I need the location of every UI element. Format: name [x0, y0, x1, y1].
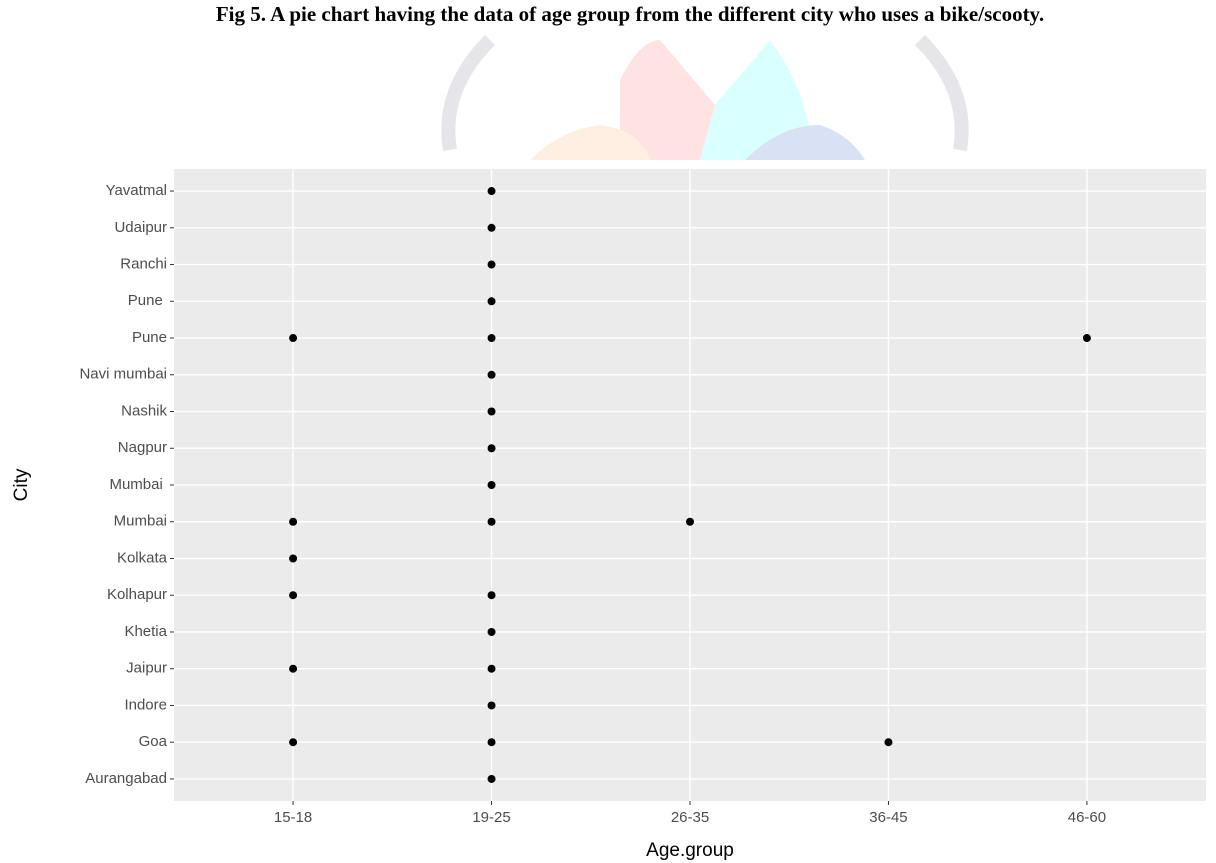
point [488, 481, 496, 489]
point [488, 701, 496, 709]
y-tick-label: Nagpur [118, 439, 167, 456]
point [488, 224, 496, 232]
y-tick-label: Khetia [124, 623, 167, 640]
watermark [448, 40, 961, 160]
y-tick-label: Pune [128, 292, 167, 309]
point [488, 261, 496, 269]
y-tick-label: Ranchi [120, 256, 167, 273]
chart: Fig 5. A pie chart having the data of ag… [0, 0, 1216, 863]
y-axis-title: City [11, 468, 32, 501]
y-tick-label: Navi mumbai [79, 366, 167, 383]
y-tick-label: Goa [139, 733, 168, 750]
point [289, 554, 297, 562]
point [488, 408, 496, 416]
x-tick-label: 36-45 [869, 809, 907, 826]
y-tick-label: Kolkata [117, 549, 168, 566]
x-tick-label: 26-35 [671, 809, 709, 826]
point [488, 187, 496, 195]
y-tick-label: Jaipur [126, 660, 167, 677]
point [488, 371, 496, 379]
point [488, 334, 496, 342]
x-tick-label: 15-18 [274, 809, 312, 826]
y-tick-label: Mumbai [109, 476, 167, 493]
point [488, 738, 496, 746]
point [488, 297, 496, 305]
point [884, 738, 892, 746]
point [488, 444, 496, 452]
point [289, 518, 297, 526]
point [488, 628, 496, 636]
point [1083, 334, 1091, 342]
page: {"chart_data": {"type": "scatter", "titl… [0, 0, 1216, 863]
x-tick-label: 46-60 [1068, 809, 1106, 826]
point [289, 665, 297, 673]
y-tick-label: Indore [124, 696, 167, 713]
y-tick-label: Kolhapur [107, 586, 167, 603]
y-tick-label: Nashik [121, 402, 167, 419]
y-tick-label: Mumbai [114, 513, 167, 530]
point [289, 591, 297, 599]
point [488, 518, 496, 526]
chart-title: Fig 5. A pie chart having the data of ag… [216, 2, 1044, 26]
x-axis-title: Age.group [646, 840, 734, 861]
x-tick-label: 19-25 [472, 809, 510, 826]
y-tick-label: Aurangabad [85, 770, 167, 787]
point [686, 518, 694, 526]
y-tick-label: Udaipur [114, 219, 167, 236]
point [488, 665, 496, 673]
point [289, 738, 297, 746]
point [488, 775, 496, 783]
y-tick-label: Pune [132, 329, 167, 346]
y-tick-label: Yavatmal [106, 182, 167, 199]
point [289, 334, 297, 342]
point [488, 591, 496, 599]
